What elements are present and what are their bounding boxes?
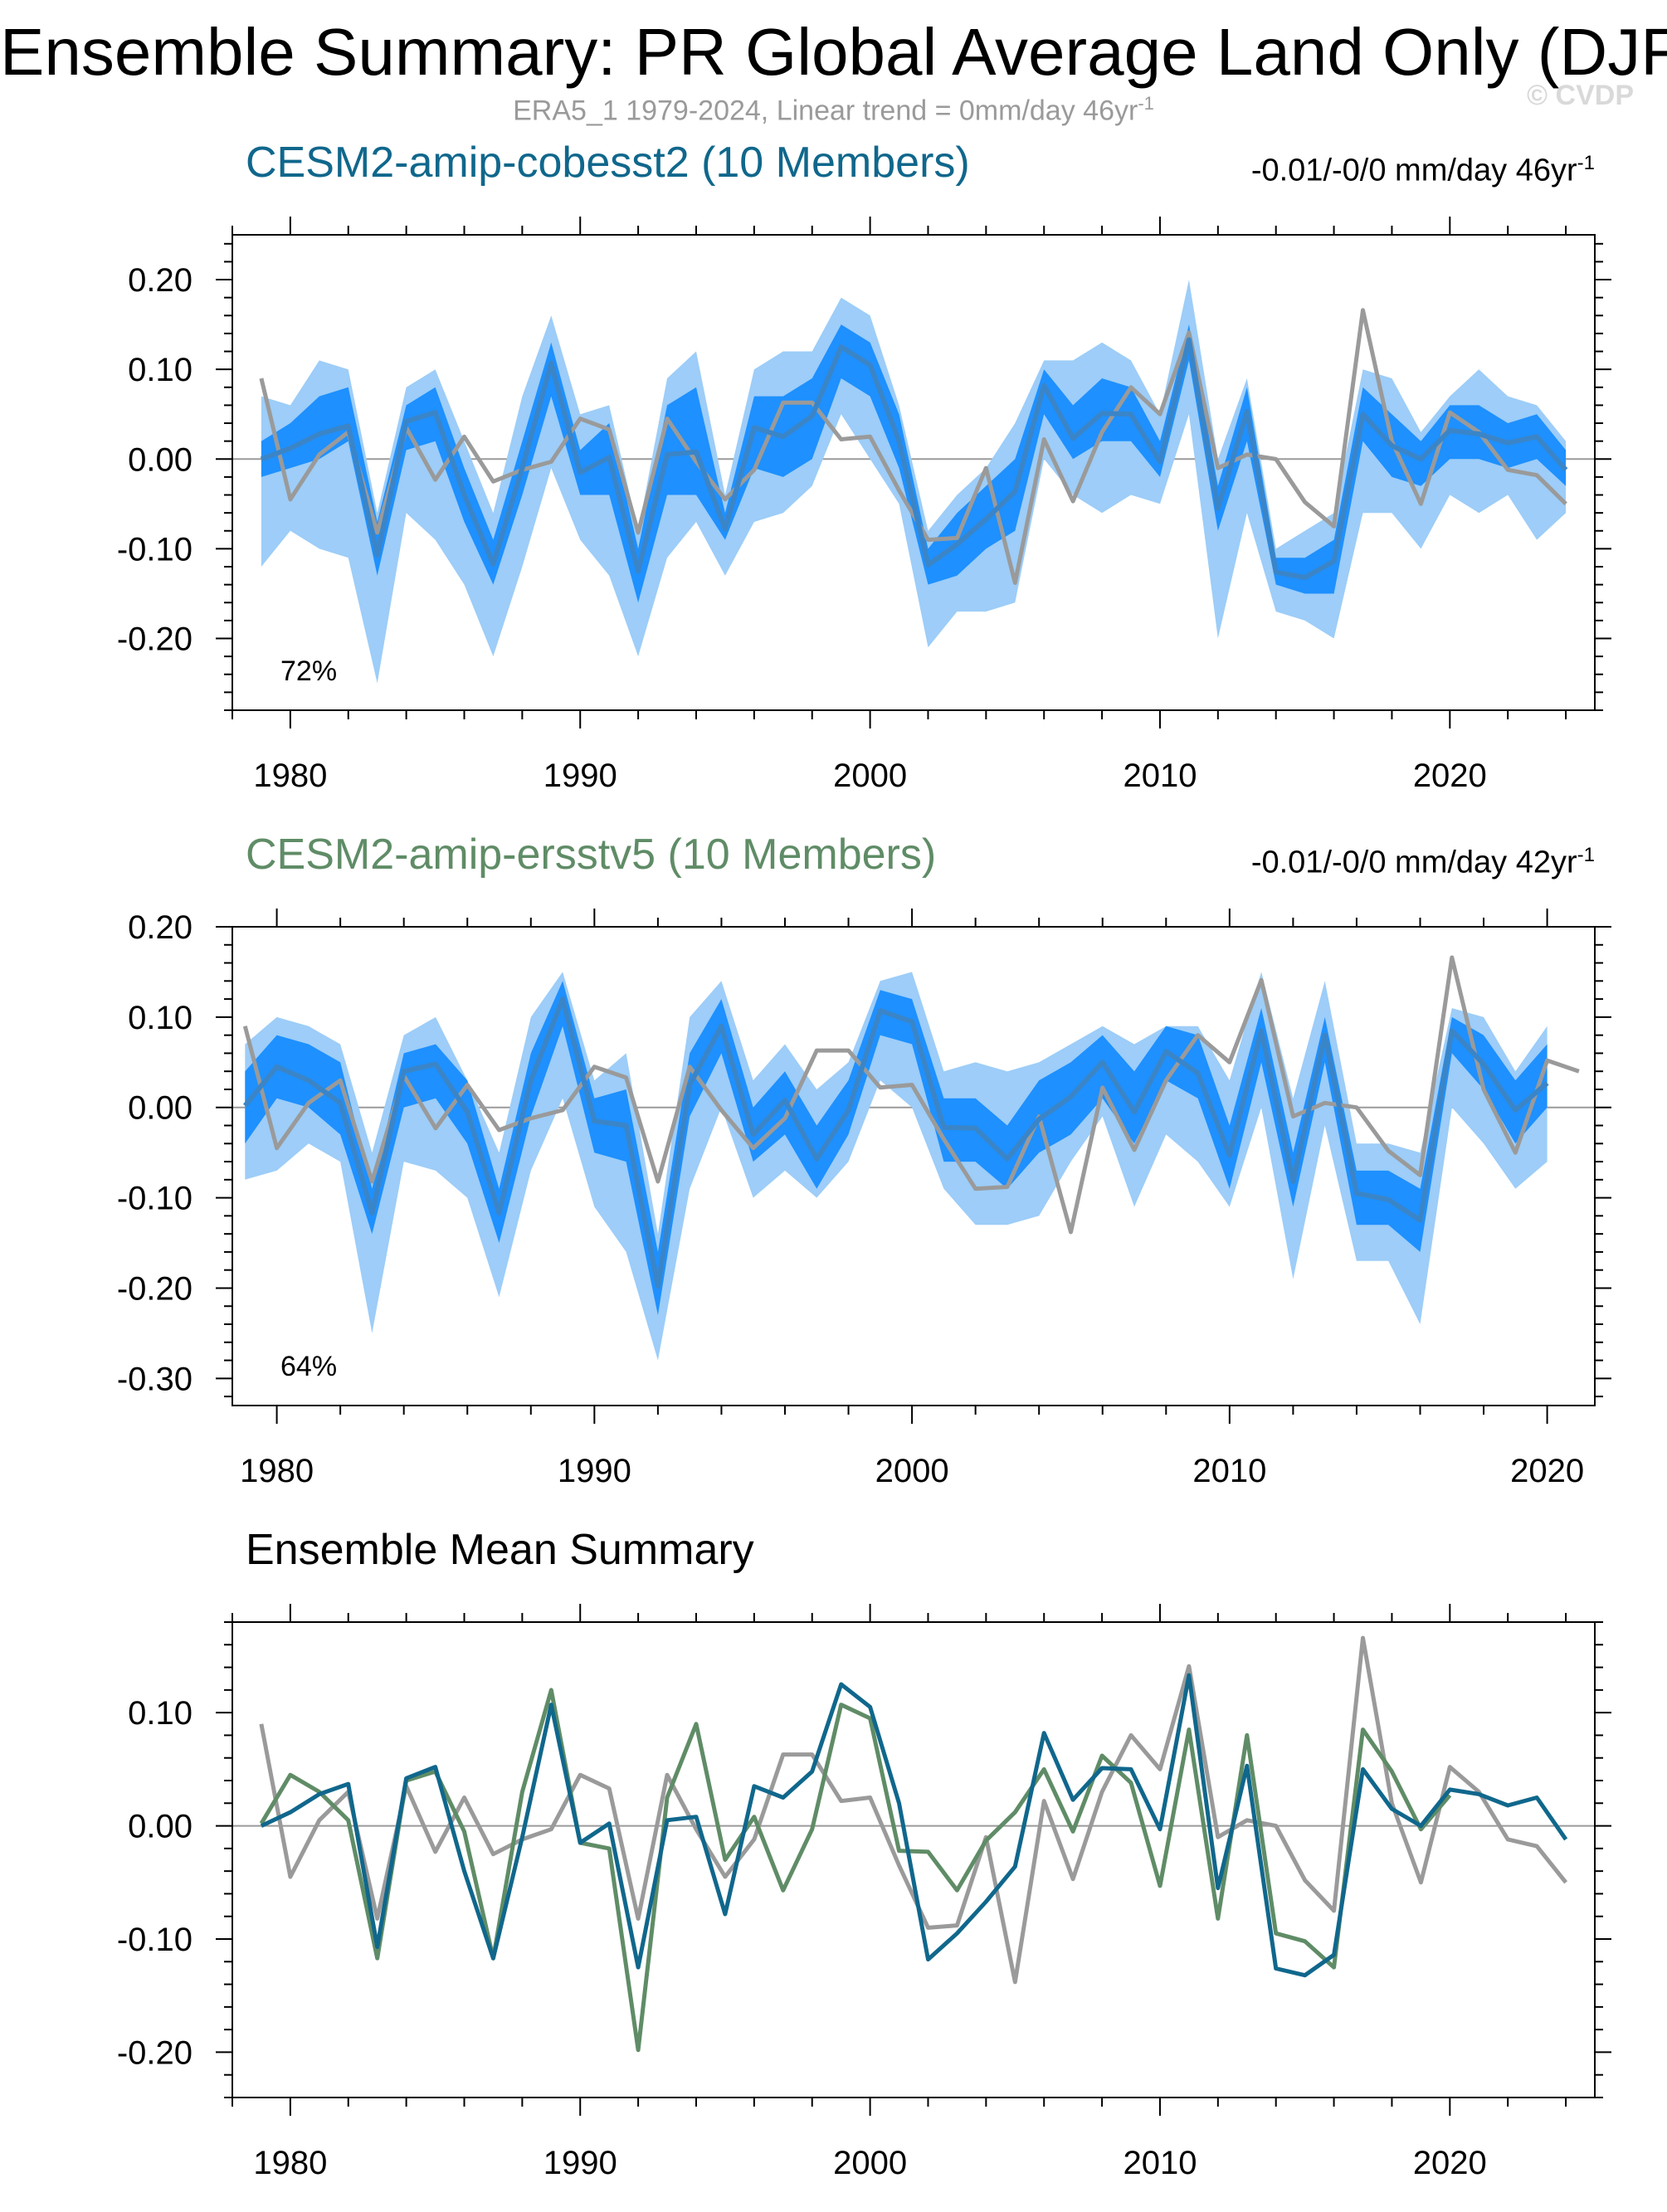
panel-2-xtick-label: 2000 — [875, 1453, 949, 1489]
panel-2-xtick-label: 1990 — [558, 1453, 631, 1489]
panel-1-ytick-label: 0.20 — [128, 262, 193, 299]
panel-2-ytick-label: -0.10 — [117, 1181, 193, 1217]
panel-2-xtick-label: 2020 — [1510, 1453, 1584, 1489]
panel-3-plot-area — [232, 1635, 1595, 2053]
panel-2-minmax-band — [245, 972, 1548, 1361]
panel-2-percent-label: 64% — [280, 1351, 337, 1382]
panel-1-trend-superscript: -1 — [1577, 152, 1595, 174]
main-title: Ensemble Summary: PR Global Average Land… — [0, 15, 1667, 89]
panel-3-ytick-label: -0.10 — [117, 1922, 193, 1958]
panel-1-xtick-label: 2000 — [833, 758, 907, 794]
panel-1-percent-label: 72% — [280, 655, 337, 687]
panel-1-ytick-label: -0.20 — [117, 621, 193, 658]
panel-2-ytick-label: 0.20 — [128, 909, 193, 946]
panel-1-xtick-label: 1980 — [253, 758, 327, 794]
panel-3-chart: -0.20 -0.10 0.00 0.10 1980 1990 2000 2010 2020 — [117, 1604, 1611, 2181]
panel-2-ytick-label: -0.30 — [117, 1361, 193, 1397]
panel-1-xtick-label: 2020 — [1413, 758, 1487, 794]
panel-2-ensemble-mean-line — [242, 996, 1549, 1289]
panel-3-ytick-label: 0.10 — [128, 1695, 193, 1732]
panel-3-ytick-label: -0.20 — [117, 2034, 193, 2071]
panel-2-frame — [232, 926, 1596, 1406]
cvdp-watermark: © CVDP — [1527, 80, 1634, 111]
panel-1-trend: -0.01/-0/0 mm/day 46yr-1 — [1251, 152, 1595, 189]
panel-1-chart: -0.20 -0.10 0.00 0.10 0.20 1980 1990 2000 2010 20… — [117, 217, 1611, 794]
panel-3-xtick-label: 1980 — [253, 2145, 327, 2181]
panel-2-title: CESM2-amip-ersstv5 (10 Members) — [246, 831, 937, 879]
panel-3-xtick-label: 2000 — [833, 2145, 907, 2181]
panel-1-observed-line — [259, 308, 1567, 585]
panel-3-cobesst2-mean-line — [260, 1673, 1568, 1978]
panel-1-trend-text: -0.01/-0/0 mm/day 46yr — [1250, 153, 1577, 188]
panel-3-xtick-label: 2020 — [1413, 2145, 1487, 2181]
panel-2-xtick-label: 2010 — [1192, 1453, 1266, 1489]
panel-2-trend: -0.01/-0/0 mm/day 42yr-1 — [1251, 844, 1595, 881]
panel-1-ytick-label: 0.10 — [128, 352, 193, 388]
panel-2-ytick-label: 0.00 — [128, 1090, 193, 1127]
panel-3-title: Ensemble Mean Summary — [246, 1526, 754, 1574]
panel-1-plot-area — [232, 280, 1595, 684]
panel-2-ytick-label: 0.10 — [128, 1000, 193, 1036]
panel-1-ensemble-mean-line — [260, 337, 1568, 580]
panel-2-trend-text: -0.01/-0/0 mm/day 42yr — [1250, 845, 1577, 880]
panel-3-observed-line — [259, 1635, 1568, 1985]
panel-2-trend-superscript: -1 — [1577, 844, 1595, 866]
panel-1-ytick-label: -0.10 — [117, 531, 193, 568]
panel-1-title: CESM2-amip-cobesst2 (10 Members) — [246, 139, 970, 187]
subtitle: ERA5_1 1979-2024, Linear trend = 0mm/day… — [0, 93, 1667, 127]
subtitle-text: ERA5_1 1979-2024, Linear trend = 0mm/day… — [513, 95, 1138, 127]
panel-2-observed-line — [242, 955, 1580, 1235]
panel-2-plot-area — [232, 955, 1595, 1361]
panel-3-ytick-label: 0.00 — [128, 1809, 193, 1845]
subtitle-superscript: -1 — [1138, 93, 1154, 114]
panel-2-ytick-label: -0.20 — [117, 1270, 193, 1307]
panel-3-frame — [232, 1621, 1596, 2098]
panel-3-ersstv5-mean-line — [259, 1688, 1452, 2053]
panel-1-ytick-label: 0.00 — [128, 441, 193, 478]
panel-1-xtick-label: 2010 — [1123, 758, 1197, 794]
panel-1-xtick-label: 1990 — [543, 758, 617, 794]
panel-1-frame — [232, 234, 1596, 711]
panel-3-xtick-label: 2010 — [1123, 2145, 1197, 2181]
panel-2-chart: -0.30 -0.20 -0.10 0.00 0.10 0.20 1980 1990 2000 2… — [117, 909, 1611, 1489]
panel-3-xtick-label: 1990 — [543, 2145, 617, 2181]
panel-2-xtick-label: 1980 — [240, 1453, 314, 1489]
